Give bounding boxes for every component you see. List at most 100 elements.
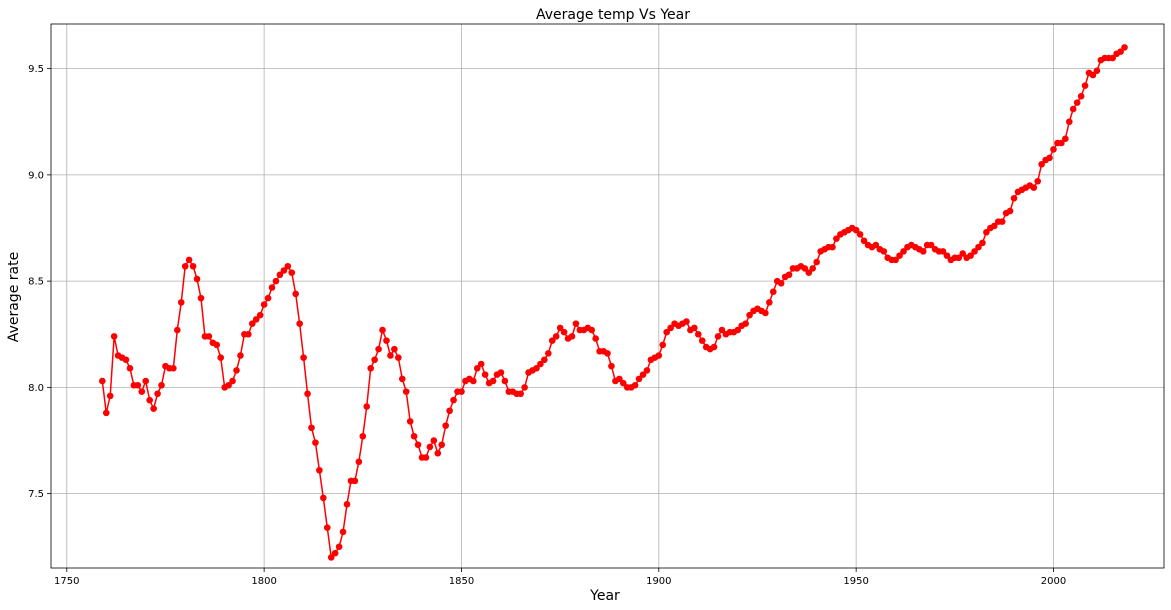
data-point bbox=[667, 324, 674, 332]
data-point bbox=[450, 396, 457, 404]
data-point bbox=[746, 311, 753, 319]
data-point bbox=[174, 326, 181, 334]
data-point bbox=[769, 288, 777, 296]
data-point bbox=[619, 379, 627, 387]
data-point bbox=[900, 248, 907, 255]
data-point bbox=[616, 375, 623, 383]
data-point bbox=[406, 418, 414, 425]
data-point bbox=[237, 352, 244, 359]
data-point bbox=[872, 241, 880, 249]
data-point bbox=[292, 290, 300, 298]
data-point bbox=[919, 248, 927, 255]
data-point bbox=[762, 309, 769, 317]
data-point bbox=[122, 356, 130, 364]
data-point bbox=[1081, 82, 1089, 89]
data-point bbox=[777, 279, 785, 287]
x-axis-ticks: 1750 1800 1850 1900 1950 2000 bbox=[54, 568, 1066, 587]
data-point bbox=[1050, 146, 1057, 153]
data-point bbox=[1010, 194, 1018, 202]
grid bbox=[51, 24, 1164, 568]
data-point bbox=[99, 377, 106, 385]
data-point bbox=[142, 377, 150, 385]
data-point bbox=[1058, 139, 1065, 147]
data-point bbox=[339, 528, 347, 536]
data-point bbox=[1093, 67, 1101, 75]
data-point bbox=[766, 299, 773, 306]
data-point bbox=[387, 352, 394, 359]
y-tick-label: 9.0 bbox=[28, 170, 44, 181]
data-point bbox=[134, 381, 142, 389]
data-point bbox=[284, 262, 292, 270]
data-point bbox=[829, 243, 836, 251]
data-point bbox=[280, 267, 288, 274]
data-point bbox=[1117, 48, 1124, 55]
data-point bbox=[205, 333, 213, 340]
data-point bbox=[351, 477, 359, 485]
data-point bbox=[470, 377, 477, 385]
data-point bbox=[102, 409, 110, 417]
data-point bbox=[635, 375, 643, 383]
data-point bbox=[880, 248, 888, 255]
data-point bbox=[158, 381, 165, 389]
data-point bbox=[398, 375, 406, 383]
data-point bbox=[252, 316, 260, 323]
data-point bbox=[979, 239, 986, 247]
data-point bbox=[335, 543, 343, 551]
data-point bbox=[809, 265, 817, 272]
data-point bbox=[181, 262, 189, 270]
data-point bbox=[604, 350, 611, 357]
y-tick-label: 8.5 bbox=[28, 277, 44, 288]
data-point bbox=[548, 337, 556, 344]
data-point bbox=[943, 252, 951, 259]
data-point bbox=[185, 256, 193, 264]
data-point bbox=[1073, 99, 1081, 106]
data-points bbox=[99, 44, 1128, 561]
data-point bbox=[1069, 105, 1077, 113]
data-point bbox=[375, 345, 382, 353]
data-point bbox=[959, 250, 967, 257]
data-point bbox=[150, 405, 157, 412]
x-tick-label: 1850 bbox=[449, 576, 474, 587]
data-point bbox=[497, 369, 505, 376]
data-point bbox=[714, 333, 722, 340]
data-point bbox=[481, 371, 489, 378]
data-point bbox=[422, 454, 430, 461]
data-point bbox=[430, 437, 438, 444]
data-point bbox=[146, 396, 153, 404]
data-point bbox=[801, 265, 809, 272]
data-point bbox=[975, 243, 982, 251]
data-point bbox=[308, 424, 315, 432]
data-point bbox=[643, 367, 651, 374]
data-point bbox=[659, 341, 667, 349]
data-point bbox=[1038, 160, 1045, 168]
data-point bbox=[154, 390, 161, 398]
data-point bbox=[442, 422, 449, 429]
data-point bbox=[260, 301, 268, 308]
data-point bbox=[304, 390, 311, 398]
data-point bbox=[477, 360, 485, 368]
data-point bbox=[138, 388, 146, 395]
data-point bbox=[296, 320, 303, 327]
data-point bbox=[264, 294, 272, 302]
data-point bbox=[489, 377, 497, 385]
x-tick-label: 2000 bbox=[1041, 576, 1066, 587]
data-point bbox=[414, 441, 422, 449]
data-point bbox=[458, 388, 465, 395]
data-point bbox=[1030, 184, 1038, 191]
data-point bbox=[126, 364, 134, 372]
data-point bbox=[395, 354, 402, 361]
data-point bbox=[655, 352, 663, 359]
data-point bbox=[742, 320, 749, 327]
data-point bbox=[320, 494, 327, 502]
data-point bbox=[379, 326, 386, 334]
data-point bbox=[1077, 92, 1085, 100]
y-axis-ticks: 7.5 8.0 8.5 9.0 9.5 bbox=[28, 64, 51, 500]
data-point bbox=[710, 343, 718, 351]
data-point bbox=[983, 228, 990, 236]
series-line-path bbox=[101, 46, 1126, 559]
data-point bbox=[323, 524, 331, 531]
x-axis-label: Year bbox=[589, 588, 620, 604]
data-point bbox=[177, 299, 185, 306]
data-point bbox=[718, 326, 726, 334]
